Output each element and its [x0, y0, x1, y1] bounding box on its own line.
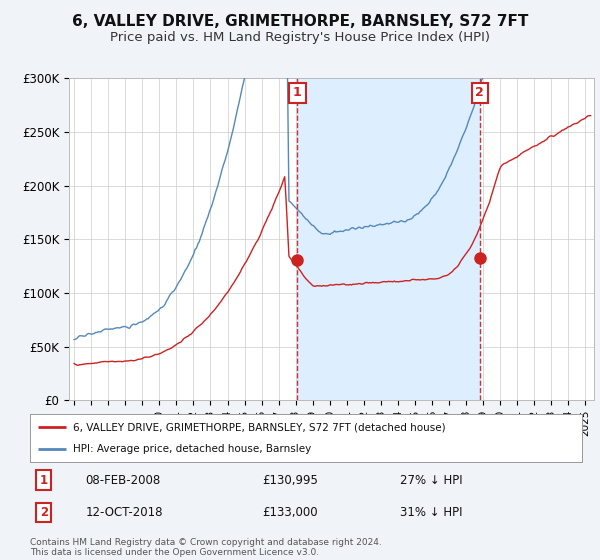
- Text: 2: 2: [475, 86, 484, 99]
- Text: 6, VALLEY DRIVE, GRIMETHORPE, BARNSLEY, S72 7FT (detached house): 6, VALLEY DRIVE, GRIMETHORPE, BARNSLEY, …: [73, 422, 446, 432]
- Bar: [298, 78, 480, 400]
- Text: 1: 1: [40, 474, 48, 487]
- Text: 2: 2: [40, 506, 48, 519]
- Text: Price paid vs. HM Land Registry's House Price Index (HPI): Price paid vs. HM Land Registry's House …: [110, 31, 490, 44]
- Text: 27% ↓ HPI: 27% ↓ HPI: [400, 474, 463, 487]
- Text: HPI: Average price, detached house, Barnsley: HPI: Average price, detached house, Barn…: [73, 444, 311, 454]
- Text: 08-FEB-2008: 08-FEB-2008: [85, 474, 160, 487]
- Text: 6, VALLEY DRIVE, GRIMETHORPE, BARNSLEY, S72 7FT: 6, VALLEY DRIVE, GRIMETHORPE, BARNSLEY, …: [72, 14, 528, 29]
- Text: £133,000: £133,000: [262, 506, 317, 519]
- Text: 12-OCT-2018: 12-OCT-2018: [85, 506, 163, 519]
- Text: 31% ↓ HPI: 31% ↓ HPI: [400, 506, 463, 519]
- Text: 1: 1: [293, 86, 302, 99]
- Text: Contains HM Land Registry data © Crown copyright and database right 2024.
This d: Contains HM Land Registry data © Crown c…: [30, 538, 382, 557]
- Text: £130,995: £130,995: [262, 474, 318, 487]
